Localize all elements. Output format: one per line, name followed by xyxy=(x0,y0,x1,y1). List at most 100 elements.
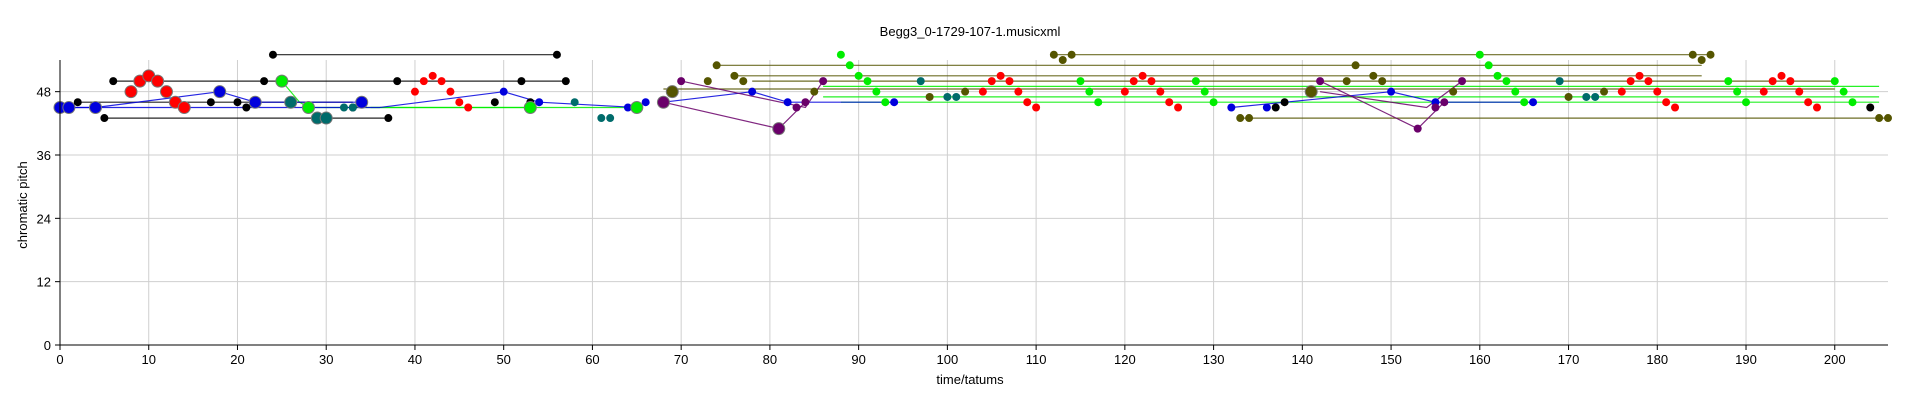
note-point xyxy=(1431,103,1440,112)
note-point xyxy=(1174,103,1183,112)
note-point xyxy=(730,71,739,80)
note-point xyxy=(1600,87,1609,96)
x-tick-label: 170 xyxy=(1558,352,1580,367)
note-point xyxy=(1706,50,1715,59)
note-point xyxy=(819,77,828,86)
note-point xyxy=(384,114,393,123)
note-point xyxy=(1032,103,1041,112)
x-tick-label: 140 xyxy=(1291,352,1313,367)
note-point xyxy=(73,98,82,107)
connector-line xyxy=(1319,80,1445,130)
note-point xyxy=(1351,61,1360,70)
connector-line xyxy=(60,91,637,109)
note-point xyxy=(881,98,890,107)
note-point xyxy=(1227,103,1236,112)
connector-line xyxy=(663,91,895,103)
note-point xyxy=(712,61,721,70)
note-point xyxy=(845,61,854,70)
note-point xyxy=(1884,114,1892,123)
note-point xyxy=(665,85,679,99)
note-point xyxy=(1413,124,1422,133)
note-point xyxy=(987,77,996,86)
note-point xyxy=(854,71,863,80)
note-point xyxy=(1804,98,1813,107)
note-point xyxy=(1671,103,1680,112)
note-point xyxy=(656,95,670,109)
note-point xyxy=(996,71,1005,80)
note-point xyxy=(1644,77,1653,86)
x-tick-label: 190 xyxy=(1735,352,1757,367)
note-point xyxy=(1236,114,1245,123)
axes: 0 10 20 30 40 50 60 70 80 90 100 110 120 130 140 150 160… xyxy=(37,60,1888,367)
note-point xyxy=(260,77,269,86)
x-tick-label: 110 xyxy=(1026,352,1047,367)
note-point xyxy=(1742,98,1751,107)
note-point xyxy=(1147,77,1156,86)
note-point xyxy=(1262,103,1271,112)
x-tick-label: 70 xyxy=(674,352,688,367)
note-point xyxy=(437,77,446,86)
note-point xyxy=(1813,103,1822,112)
note-point xyxy=(523,101,537,114)
note-point xyxy=(1245,114,1254,123)
note-point xyxy=(1653,87,1662,96)
note-point xyxy=(301,101,315,114)
note-point xyxy=(641,98,650,107)
note-point xyxy=(1520,98,1529,107)
note-point xyxy=(151,74,165,88)
note-point xyxy=(1076,77,1085,86)
note-point xyxy=(464,103,473,112)
note-point xyxy=(1440,98,1449,107)
note-point xyxy=(275,74,289,88)
note-point xyxy=(1511,87,1520,96)
note-point xyxy=(1067,50,1076,59)
note-point xyxy=(319,111,333,125)
note-point xyxy=(703,77,712,86)
note-point xyxy=(1049,50,1058,59)
note-point xyxy=(1209,98,1218,107)
note-point xyxy=(1724,77,1733,86)
x-tick-label: 100 xyxy=(937,352,959,367)
x-tick-label: 80 xyxy=(763,352,777,367)
note-point xyxy=(1617,87,1626,96)
note-point xyxy=(916,77,925,86)
note-point xyxy=(890,98,899,107)
note-point xyxy=(810,87,819,96)
note-point xyxy=(284,95,298,109)
note-point xyxy=(1795,87,1804,96)
note-point xyxy=(455,98,464,107)
x-tick-label: 130 xyxy=(1203,352,1225,367)
chart-title: Begg3_0-1729-107-1.musicxml xyxy=(880,24,1061,39)
note-point xyxy=(1733,87,1742,96)
note-point xyxy=(393,77,402,86)
note-point xyxy=(783,98,792,107)
note-point xyxy=(961,87,970,96)
note-point xyxy=(792,103,801,112)
note-point xyxy=(1529,98,1538,107)
note-point xyxy=(597,114,606,123)
note-point xyxy=(1387,87,1396,96)
note-point xyxy=(242,103,251,112)
note-point xyxy=(1165,98,1174,107)
x-tick-label: 40 xyxy=(408,352,422,367)
x-tick-label: 10 xyxy=(142,352,156,367)
y-tick-label: 24 xyxy=(37,211,51,226)
x-tick-label: 30 xyxy=(319,352,333,367)
note-point xyxy=(925,92,934,101)
note-point xyxy=(1768,77,1777,86)
note-point xyxy=(109,77,118,86)
note-point xyxy=(1191,77,1200,86)
connector-line xyxy=(663,101,806,130)
note-point xyxy=(1200,87,1209,96)
note-point xyxy=(419,77,428,86)
note-point xyxy=(1120,87,1129,96)
note-point xyxy=(1304,85,1318,99)
note-point xyxy=(177,101,191,114)
note-point xyxy=(535,98,544,107)
note-point xyxy=(1138,71,1147,80)
note-point xyxy=(1866,103,1875,112)
note-point xyxy=(446,87,455,96)
note-point xyxy=(517,77,526,86)
note-point xyxy=(1875,114,1884,123)
note-point xyxy=(1493,71,1502,80)
